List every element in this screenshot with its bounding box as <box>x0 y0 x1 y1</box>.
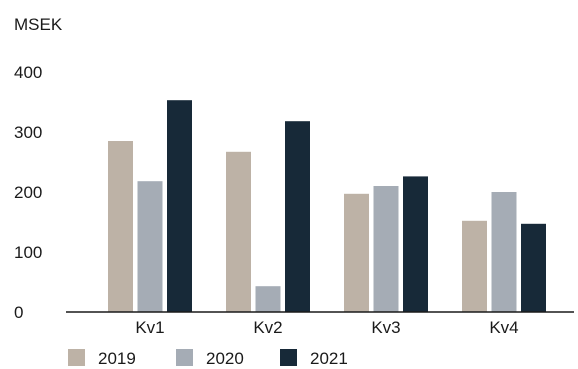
legend-swatch-2020 <box>176 349 193 366</box>
legend-label-2020: 2020 <box>206 349 244 368</box>
bar-2020-Kv4 <box>491 192 517 312</box>
y-axis-unit-label: MSEK <box>14 15 63 34</box>
legend-label-2021: 2021 <box>310 349 348 368</box>
bar-2019-Kv3 <box>344 193 369 312</box>
bar-2021-Kv2 <box>285 121 310 312</box>
bar-2019-Kv4 <box>462 220 487 312</box>
x-axis-ticks: Kv1 Kv2 Kv3 Kv4 <box>135 318 518 337</box>
bars <box>108 100 546 312</box>
x-tick-label: Kv2 <box>253 318 282 337</box>
y-tick-label: 100 <box>14 243 42 262</box>
y-tick-label: 300 <box>14 123 42 142</box>
legend-label-2019: 2019 <box>98 349 136 368</box>
y-tick-label: 200 <box>14 183 42 202</box>
bar-2021-Kv3 <box>403 176 428 312</box>
bar-2021-Kv1 <box>167 100 192 312</box>
legend-swatch-2019 <box>68 349 85 366</box>
x-tick-label: Kv4 <box>489 318 518 337</box>
bar-2019-Kv2 <box>226 151 251 312</box>
bar-2019-Kv1 <box>108 141 133 312</box>
bar-2020-Kv2 <box>255 286 281 312</box>
bar-2020-Kv3 <box>373 186 399 312</box>
bar-2020-Kv1 <box>137 181 163 312</box>
legend-swatch-2021 <box>280 349 297 366</box>
y-axis-ticks: 0 100 200 300 400 <box>14 63 42 322</box>
bar-2021-Kv4 <box>521 223 546 312</box>
x-tick-label: Kv3 <box>371 318 400 337</box>
legend: 2019 2020 2021 <box>68 349 348 368</box>
y-tick-label: 400 <box>14 63 42 82</box>
x-tick-label: Kv1 <box>135 318 164 337</box>
y-tick-label: 0 <box>14 303 23 322</box>
